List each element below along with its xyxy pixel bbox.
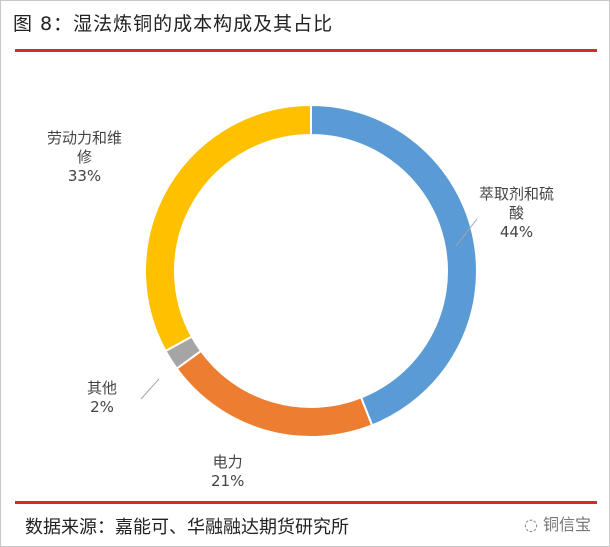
label-text: 萃取剂和硫 酸 [479,185,555,222]
figure-title: 图 8：湿法炼铜的成本构成及其占比 [13,13,334,35]
label-value: 21% [211,472,245,490]
slice-label-0: 萃取剂和硫 酸 44% [479,185,554,242]
wechat-icon: ◌ [523,515,543,534]
top-divider [15,49,597,52]
label-value: 2% [90,398,114,416]
bottom-divider [15,501,597,504]
donut-slice-3 [144,103,312,353]
label-text: 劳动力和维 修 [47,129,123,166]
label-text: 其他 [87,379,118,397]
watermark: ◌ 铜信宝 [524,511,591,535]
leader-line-1 [140,378,160,400]
label-value: 33% [67,167,102,185]
label-text: 电力 [212,453,243,471]
slice-label-2: 其他 2% [87,379,117,417]
donut-slice-0 [310,103,478,427]
slice-label-3: 劳动力和维 修 33% [47,129,122,186]
label-value: 44% [499,223,534,241]
slice-label-1: 电力 21% [211,453,244,491]
leader-line-0 [455,218,478,247]
watermark-text: 铜信宝 [542,515,591,534]
donut-chart [140,103,478,438]
donut-slice-1 [175,349,374,438]
data-source: 数据来源：嘉能可、华融融达期货研究所 [25,517,349,538]
